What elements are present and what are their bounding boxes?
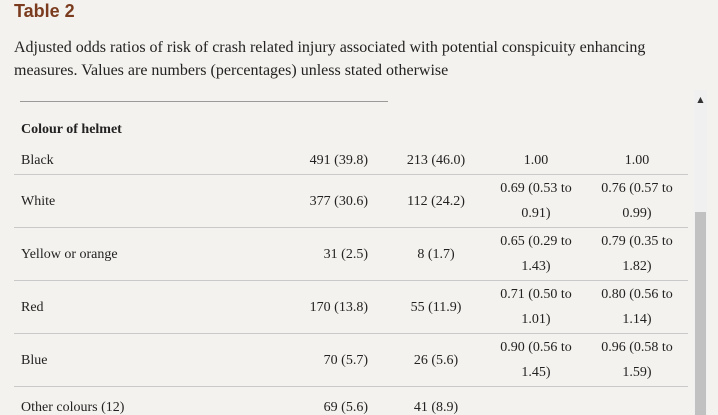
cases-cell: 377 (30.6) — [294, 174, 386, 228]
controls-cell: 213 (46.0) — [386, 146, 486, 175]
scrollbar-thumb[interactable] — [695, 212, 706, 415]
odds-ratio-table: Colour of helmet Black 491 (39.8) 213 (4… — [14, 110, 688, 415]
section-header-row: Colour of helmet — [14, 110, 688, 146]
row-label: Other colours (12) — [21, 399, 125, 415]
row-label: Blue — [14, 333, 294, 387]
odds-ratio-1-cell: 1.00 — [486, 146, 586, 175]
scroll-up-arrow-icon[interactable]: ▲ — [697, 95, 704, 104]
controls-cell: 55 (11.9) — [386, 280, 486, 334]
row-label: Red — [14, 280, 294, 334]
odds-ratio-1-cell — [486, 387, 586, 415]
table-row: Other colours (12) 69 (5.6) 41 (8.9) — [14, 387, 688, 415]
table-title: Table 2 — [14, 1, 75, 21]
cases-cell: 170 (13.8) — [294, 280, 386, 334]
odds-ratio-2-cell: 0.96 (0.58 to 1.59) — [586, 333, 688, 387]
cases-cell: 70 (5.7) — [294, 333, 386, 387]
cases-cell: 491 (39.8) — [294, 146, 386, 175]
table-row: Black 491 (39.8) 213 (46.0) 1.00 1.00 — [14, 146, 688, 175]
odds-ratio-2-cell: 0.76 (0.57 to 0.99) — [586, 174, 688, 228]
row-label: White — [14, 174, 294, 228]
odds-ratio-1-cell: 0.90 (0.56 to 1.45) — [486, 333, 586, 387]
controls-cell: 8 (1.7) — [386, 227, 486, 281]
odds-ratio-2-cell: 0.80 (0.56 to 1.14) — [586, 280, 688, 334]
table-row: Blue 70 (5.7) 26 (5.6) 0.90 (0.56 to 1.4… — [14, 333, 688, 387]
controls-cell: 41 (8.9) — [413, 399, 459, 415]
odds-ratio-1-cell: 0.71 (0.50 to 1.01) — [486, 280, 586, 334]
section-header: Colour of helmet — [21, 121, 122, 137]
odds-ratio-2-cell: 0.79 (0.35 to 1.82) — [586, 227, 688, 281]
vertical-scrollbar[interactable]: ▲ — [694, 90, 707, 415]
controls-cell: 26 (5.6) — [386, 333, 486, 387]
odds-ratio-1-cell: 0.65 (0.29 to 1.43) — [486, 227, 586, 281]
odds-ratio-1-cell: 0.69 (0.53 to 0.91) — [486, 174, 586, 228]
odds-ratio-2-cell — [586, 387, 688, 415]
row-label: Black — [14, 146, 294, 175]
table-caption: Adjusted odds ratios of risk of crash re… — [14, 39, 646, 79]
odds-ratio-2-cell: 1.00 — [586, 146, 688, 175]
table-row: Red 170 (13.8) 55 (11.9) 0.71 (0.50 to 1… — [14, 280, 688, 334]
controls-cell: 112 (24.2) — [386, 174, 486, 228]
table-scroll-area[interactable]: Colour of helmet Black 491 (39.8) 213 (4… — [14, 110, 688, 415]
table-row: Yellow or orange 31 (2.5) 8 (1.7) 0.65 (… — [14, 227, 688, 281]
cases-cell: 31 (2.5) — [294, 227, 386, 281]
table-top-rule — [20, 101, 388, 102]
row-label: Yellow or orange — [14, 227, 294, 281]
cases-cell: 69 (5.6) — [323, 399, 368, 415]
table-row: White 377 (30.6) 112 (24.2) 0.69 (0.53 t… — [14, 174, 688, 228]
